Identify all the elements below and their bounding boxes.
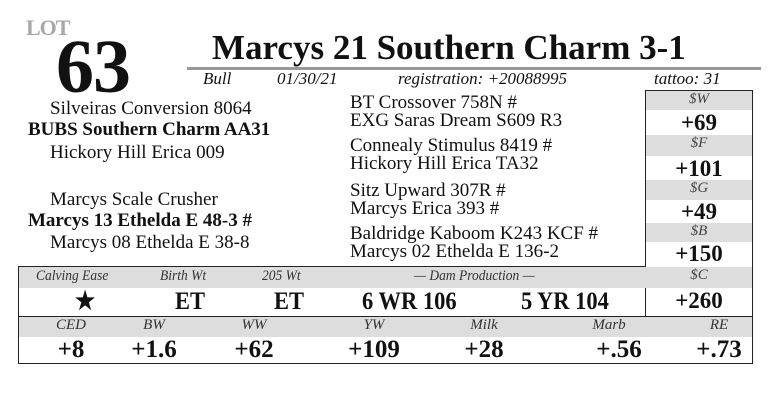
animal-name: Marcys 21 Southern Charm 3-1: [212, 28, 686, 67]
wt205-label: 205 Wt: [262, 268, 301, 284]
index-label-w: $W: [646, 91, 752, 110]
index-value-c: +260: [675, 288, 723, 313]
index-box: $W +69 $F +101 $G +49 $B +150 $C +260: [645, 90, 753, 316]
dam-production-1: 6 WR 106: [362, 288, 457, 315]
wt205-value: ET: [274, 288, 305, 315]
ggp-1: BT Crossover 758N #: [350, 92, 517, 113]
epd-value: +.56: [596, 336, 642, 363]
epd-header-bg: [19, 317, 752, 337]
dam-production-2: 5 YR 104: [521, 288, 609, 315]
sire-sire: Silveiras Conversion 8064: [50, 98, 252, 119]
calving-ease-label: Calving Ease: [36, 268, 109, 284]
sex: Bull: [203, 69, 232, 88]
ggp-8: Marcys 02 Ethelda E 136-2: [350, 241, 559, 262]
dam-production-label: — Dam Production —: [414, 268, 535, 284]
epd-label: BW: [143, 317, 165, 333]
title-rule: [187, 67, 761, 70]
epd-label: Milk: [470, 317, 498, 333]
birth-wt-value: ET: [175, 288, 206, 315]
ggp-6: Marcys Erica 393 #: [350, 198, 500, 219]
epd-value: +1.6: [131, 336, 177, 363]
epd-label: CED: [56, 317, 86, 333]
index-value-f: +101: [675, 156, 723, 181]
epd-value: +.73: [696, 336, 742, 363]
epd-table: CED BW WW YW Milk Marb RE +8 +1.6 +62 +1…: [18, 316, 753, 364]
sire: BUBS Southern Charm AA31: [28, 119, 271, 140]
epd-value: +62: [234, 336, 274, 363]
index-label-f: $F: [646, 135, 752, 156]
performance-header-bg: [19, 267, 646, 288]
lot-number: 63: [56, 25, 131, 109]
epd-value: +8: [57, 336, 85, 363]
ggp-7: Baldridge Kaboom K243 KCF #: [350, 223, 599, 244]
calving-ease-star: ★: [75, 288, 96, 315]
sire-dam: Hickory Hill Erica 009: [50, 142, 225, 163]
ggp-4: Hickory Hill Erica TA32: [350, 153, 539, 174]
index-label-g: $G: [646, 180, 752, 200]
epd-label: YW: [363, 317, 385, 333]
epd-label: RE: [709, 317, 729, 333]
tattoo: tattoo: 31: [654, 69, 721, 88]
performance-table: Calving Ease Birth Wt 205 Wt — Dam Produ…: [18, 266, 646, 317]
epd-label: Marb: [592, 317, 626, 333]
dam-dam: Marcys 08 Ethelda E 38-8: [50, 232, 250, 253]
index-label-b: $B: [646, 223, 752, 242]
index-value-w: +69: [680, 110, 718, 135]
birth-date: 01/30/21: [277, 69, 338, 88]
epd-label: WW: [241, 317, 267, 333]
epd-value: +109: [348, 336, 400, 363]
epd-value: +28: [464, 336, 504, 363]
ggp-5: Sitz Upward 307R #: [350, 180, 506, 201]
index-value-g: +49: [680, 199, 718, 224]
birth-wt-label: Birth Wt: [160, 268, 207, 284]
registration: registration: +20088995: [398, 69, 568, 88]
lot-logo: LOT: [26, 15, 70, 40]
index-label-c: $C: [646, 267, 752, 288]
dam-sire: Marcys Scale Crusher: [50, 189, 218, 210]
ggp-2: EXG Saras Dream S609 R3: [350, 110, 563, 131]
dam: Marcys 13 Ethelda E 48-3 #: [28, 210, 252, 231]
ggp-3: Connealy Stimulus 8419 #: [350, 135, 553, 156]
index-value-b: +150: [675, 241, 723, 266]
